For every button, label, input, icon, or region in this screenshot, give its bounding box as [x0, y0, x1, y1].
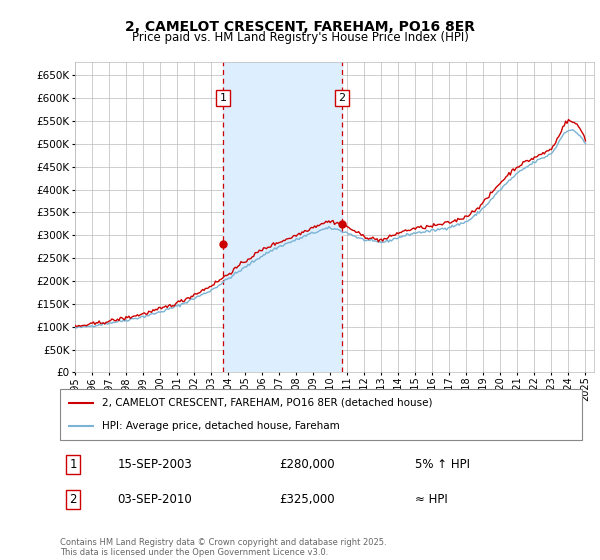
Text: 2, CAMELOT CRESCENT, FAREHAM, PO16 8ER: 2, CAMELOT CRESCENT, FAREHAM, PO16 8ER [125, 20, 475, 34]
Text: £325,000: £325,000 [279, 493, 335, 506]
Text: Contains HM Land Registry data © Crown copyright and database right 2025.
This d: Contains HM Land Registry data © Crown c… [60, 538, 386, 557]
Text: 03-SEP-2010: 03-SEP-2010 [118, 493, 192, 506]
Text: ≈ HPI: ≈ HPI [415, 493, 448, 506]
Text: Price paid vs. HM Land Registry's House Price Index (HPI): Price paid vs. HM Land Registry's House … [131, 31, 469, 44]
Text: £280,000: £280,000 [279, 458, 335, 471]
Text: 2: 2 [338, 93, 345, 103]
FancyBboxPatch shape [60, 389, 582, 440]
Text: 5% ↑ HPI: 5% ↑ HPI [415, 458, 470, 471]
Text: 2: 2 [70, 493, 77, 506]
Text: 1: 1 [70, 458, 77, 471]
Text: 1: 1 [220, 93, 227, 103]
Bar [223, 62, 341, 372]
Text: HPI: Average price, detached house, Fareham: HPI: Average price, detached house, Fare… [102, 421, 340, 431]
Text: 2, CAMELOT CRESCENT, FAREHAM, PO16 8ER (detached house): 2, CAMELOT CRESCENT, FAREHAM, PO16 8ER (… [102, 398, 432, 408]
Text: 15-SEP-2003: 15-SEP-2003 [118, 458, 192, 471]
